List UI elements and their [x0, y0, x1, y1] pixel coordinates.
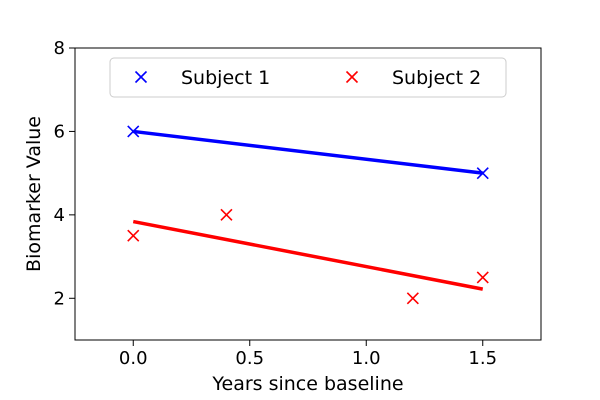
legend-marker-subject-2 [345, 70, 359, 84]
data-point-series-2 [476, 271, 489, 284]
fit-line-series-1 [133, 129, 483, 175]
data-point-series-2 [406, 292, 419, 305]
x-tick-label: 1.0 [352, 348, 381, 369]
data-point-series-2 [220, 208, 233, 221]
legend-marker-subject-1 [134, 70, 148, 84]
legend: Subject 1 Subject 2 [109, 57, 507, 98]
fit-line-series-2 [132, 219, 484, 291]
y-tick-label: 2 [54, 288, 65, 309]
legend-label-subject-2: Subject 2 [392, 67, 481, 89]
y-tick-label: 4 [54, 205, 65, 226]
data-point-series-1 [476, 167, 489, 180]
plot-frame [74, 47, 542, 341]
x-axis-ticks: 0.0 0.5 1.0 1.5 [119, 340, 497, 369]
y-tick-label: 6 [54, 121, 65, 142]
legend-marker-x [134, 70, 148, 84]
x-axis-label: Years since baseline [211, 373, 403, 395]
y-axis-ticks: 2 4 6 8 [54, 38, 75, 309]
legend-box [109, 57, 507, 98]
x-tick-label: 0.0 [119, 348, 148, 369]
fit-lines [132, 129, 484, 291]
data-markers [127, 125, 489, 305]
y-tick-label: 8 [54, 38, 65, 59]
legend-label-subject-1: Subject 1 [181, 67, 270, 89]
x-tick-label: 0.5 [235, 348, 264, 369]
y-axis-label: Biomarker Value [23, 116, 45, 272]
x-tick-label: 1.5 [468, 348, 497, 369]
data-point-series-1 [127, 125, 140, 138]
legend-marker-x [345, 70, 359, 84]
data-point-series-2 [127, 229, 140, 242]
